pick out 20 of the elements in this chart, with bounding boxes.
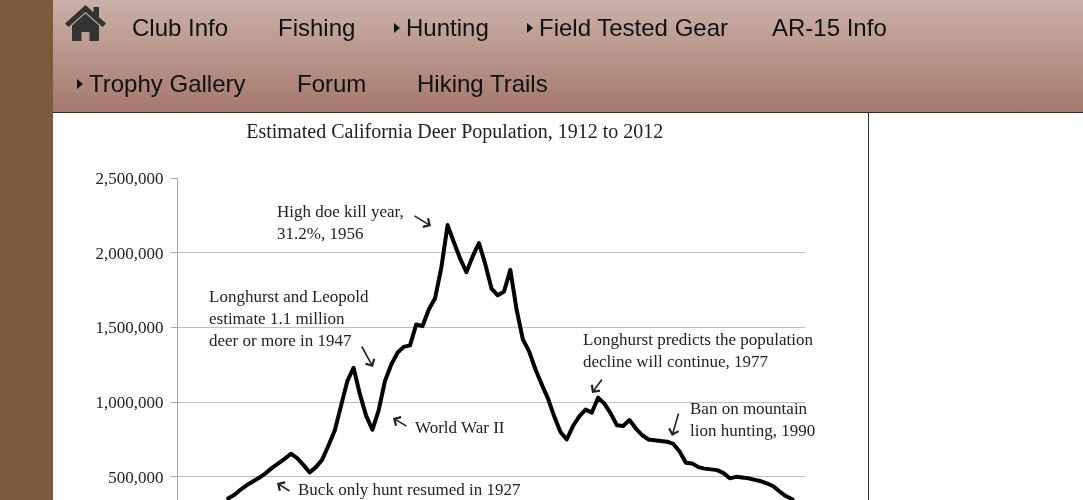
annotation: World War II xyxy=(415,418,505,437)
text: Field Tested Gear xyxy=(539,14,728,42)
y-tick-label: 500,000 xyxy=(108,467,164,487)
annotation: Ban on mountain lion hunting, 1990 xyxy=(690,399,816,441)
text: Trophy Gallery xyxy=(89,70,246,98)
text: Club Info xyxy=(132,14,229,42)
annotation: High doe kill year, 31.2%, 1956 xyxy=(277,202,404,244)
text: Fishing xyxy=(278,14,356,42)
y-tick-label: 1,500,000 xyxy=(95,318,164,338)
text: Hunting xyxy=(406,14,489,42)
annotation: Longhurst predicts the population decline will continue, 1977 xyxy=(583,330,814,372)
text: Forum xyxy=(297,70,367,98)
text: AR-15 Info xyxy=(772,14,887,42)
y-tick-label: 2,500,000 xyxy=(95,168,164,188)
annotation: Buck only hunt resumed in 1927 xyxy=(298,480,521,499)
y-tick-label: 2,000,000 xyxy=(95,243,164,263)
annotation: Longhurst and Leopold estimate 1.1 million deer or more in 1947 xyxy=(209,287,370,351)
chart-title: Estimated California Deer Population, 1912 to 2012 xyxy=(246,120,664,143)
y-tick-label: 1,000,000 xyxy=(95,393,164,413)
text: Hiking Trails xyxy=(417,70,548,98)
